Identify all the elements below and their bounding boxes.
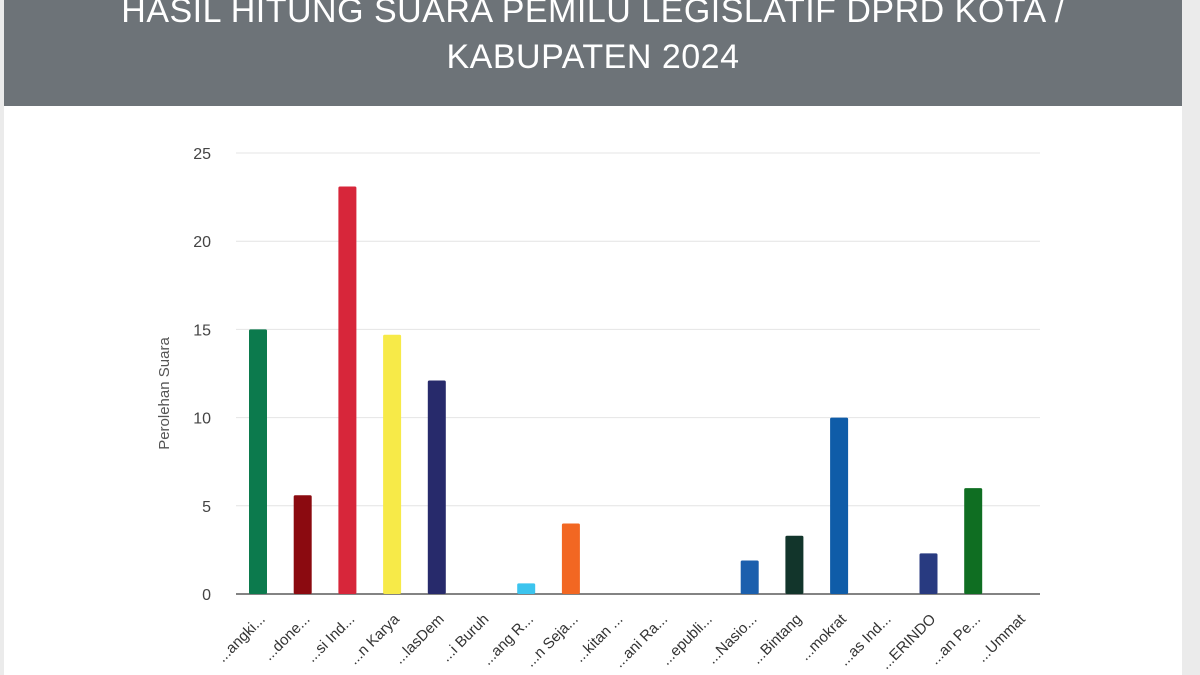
y-tick-label: 15 [193,322,211,339]
bar [427,380,446,594]
bar [785,535,804,594]
chart-header: HASIL HITUNG SUARA PEMILU LEGISLATIF DPR… [4,0,1182,106]
x-tick-label: ...Ummat [974,610,1030,666]
bar [964,488,983,594]
bar-chart: 0 5 10 15 20 25 ...angki......done......si In… [156,146,1040,673]
x-axis-labels: ...angki......done......si Ind......n Ka… [214,610,1030,673]
y-tick-label: 25 [193,146,211,163]
y-axis-title: Perolehan Suara [156,337,173,450]
chart-title-line-2: KABUPATEN 2024 [446,38,740,76]
bar [740,560,759,594]
bar [517,583,536,594]
grid-lines [236,152,1040,595]
y-tick-label: 5 [202,499,211,516]
y-tick-label: 20 [193,234,211,251]
bar [249,329,267,594]
bar [383,334,402,594]
bar [293,495,312,594]
bar [830,417,849,594]
bar [338,186,357,594]
chart-title-line-1: HASIL HITUNG SUARA PEMILU LEGISLATIF DPR… [121,0,1065,30]
bar [919,553,938,594]
y-tick-label: 0 [202,587,211,604]
bar [561,523,580,594]
x-tick-label: ...angki... [214,611,269,666]
chart-panel: 0 5 10 15 20 25 ...angki... ...done... ...si In… [4,106,1182,675]
y-axis-ticks: 0 5 10 15 20 25 [193,146,211,604]
bars [249,186,983,594]
chart-title: HASIL HITUNG SUARA PEMILU LEGISLATIF DPR… [4,0,1182,80]
y-tick-label: 10 [193,411,211,428]
